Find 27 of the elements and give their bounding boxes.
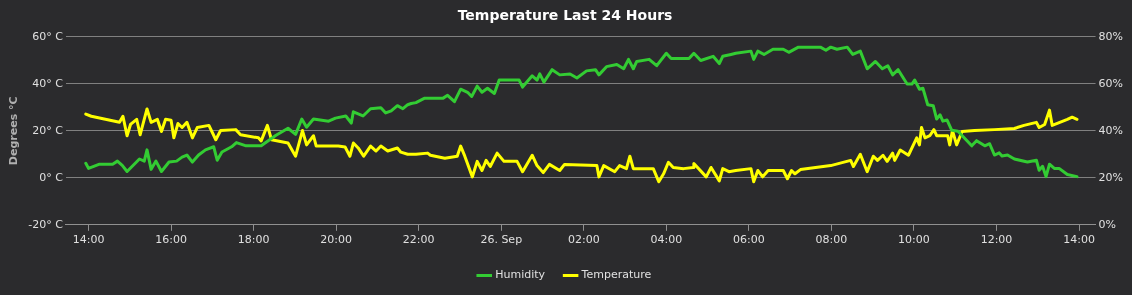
y2-tick-label: 80% (1098, 29, 1123, 43)
x-tick-label: 18:00 (237, 233, 270, 247)
y-tick-label: 60° C (32, 29, 64, 43)
x-tick-label: 20:00 (320, 233, 353, 247)
chart-title: Temperature Last 24 Hours (457, 7, 673, 24)
x-tick-label: 04:00 (650, 233, 683, 247)
y-tick-label: 20° C (32, 123, 64, 137)
y-tick-label: 40° C (32, 76, 64, 90)
x-tick-label: 16:00 (155, 233, 187, 247)
x-tick-label: 10:00 (898, 233, 930, 247)
x-tick-label: 26. Sep (480, 233, 523, 247)
y2-tick-label: 40% (1098, 123, 1123, 137)
x-tick-label: 06:00 (733, 233, 765, 247)
y-axis-title: Degrees °C (7, 96, 21, 166)
x-tick-label: 14:00 (72, 233, 105, 247)
y-tick-label: 0° C (39, 170, 64, 184)
y2-tick-label: 0% (1098, 217, 1116, 231)
x-tick-label: 02:00 (567, 233, 600, 247)
x-tick-label: 12:00 (980, 233, 1013, 247)
legend-label: Humidity (495, 268, 546, 282)
y-tick-label: -20° C (28, 217, 64, 231)
y2-tick-label: 60% (1098, 76, 1123, 90)
y2-tick-label: 20% (1098, 170, 1123, 184)
x-tick-label: 14:00 (1063, 233, 1095, 247)
x-tick-label: 08:00 (815, 233, 848, 247)
x-tick-label: 22:00 (402, 233, 435, 247)
legend-label: Temperature (580, 268, 652, 282)
